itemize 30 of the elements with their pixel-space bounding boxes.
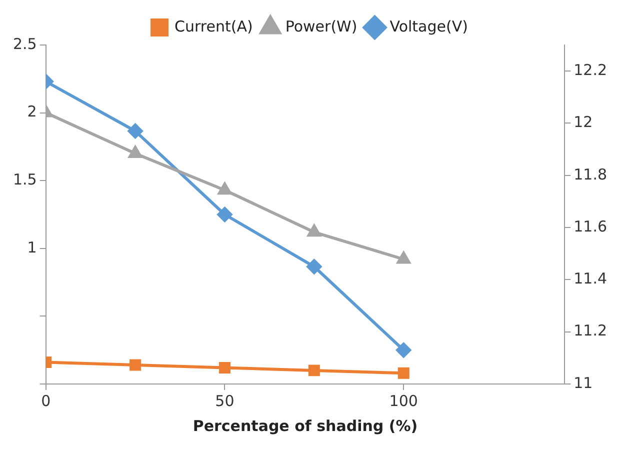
y2-tick-label: 11.4 <box>574 270 608 288</box>
x-tick-label: 50 <box>215 392 234 410</box>
y2-tick-label: 11 <box>574 374 593 392</box>
point <box>130 359 142 371</box>
y-tick-label: 1 <box>27 238 37 256</box>
y-tick-label: 2 <box>27 102 37 121</box>
point <box>128 146 142 158</box>
y2-tick-label: 11.8 <box>574 165 608 184</box>
point <box>218 362 230 374</box>
point <box>398 367 410 379</box>
point <box>396 342 412 358</box>
x-tick-label: 100 <box>389 392 418 410</box>
point <box>307 224 321 237</box>
legend-label: Power(W) <box>285 17 358 36</box>
legend-label: Voltage(V) <box>390 17 468 36</box>
point <box>128 124 143 139</box>
point <box>217 207 232 222</box>
legend-label: Current(A) <box>174 17 253 36</box>
y-tick-label: 2.5 <box>12 34 37 53</box>
point <box>308 364 320 376</box>
y-tick-label: 1.5 <box>12 170 37 188</box>
y2-tick-label: 11.6 <box>574 217 608 236</box>
point <box>218 182 232 195</box>
y2-tick-label: 12 <box>574 113 593 132</box>
y2-tick-label: 11.2 <box>574 322 608 340</box>
y2-tick-label: 12.2 <box>574 60 608 79</box>
point <box>306 259 322 274</box>
x-axis-title: Percentage of shading (%) <box>192 416 418 435</box>
x-tick-label: 0 <box>41 392 51 410</box>
point <box>396 252 410 264</box>
